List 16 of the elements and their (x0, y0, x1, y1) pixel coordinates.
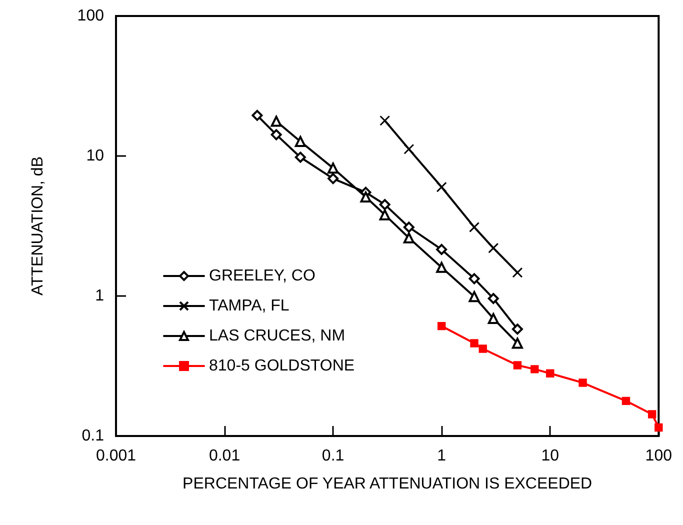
x-tick-label: 1 (437, 448, 446, 464)
y-tick-label: 0.1 (82, 428, 104, 444)
y-tick-label: 10 (86, 148, 104, 164)
legend-label: 810-5 GOLDSTONE (209, 358, 355, 374)
y-tick-label: 100 (77, 8, 104, 24)
x-tick-label: 0.01 (208, 448, 240, 464)
legend-label: LAS CRUCES, NM (209, 328, 346, 344)
y-tick-label: 1 (95, 288, 104, 304)
x-tick-label: 10 (541, 448, 560, 464)
x-tick-label: 0.001 (96, 448, 136, 464)
legend-label: TAMPA, FL (209, 298, 290, 314)
x-tick-label: 0.1 (322, 448, 344, 464)
x-tick-label: 100 (645, 448, 672, 464)
x-axis-title: PERCENTAGE OF YEAR ATTENUATION IS EXCEEDED (182, 476, 592, 492)
legend-label: GREELEY, CO (209, 268, 316, 284)
y-axis-title: ATTENUATION, dB (30, 156, 46, 296)
